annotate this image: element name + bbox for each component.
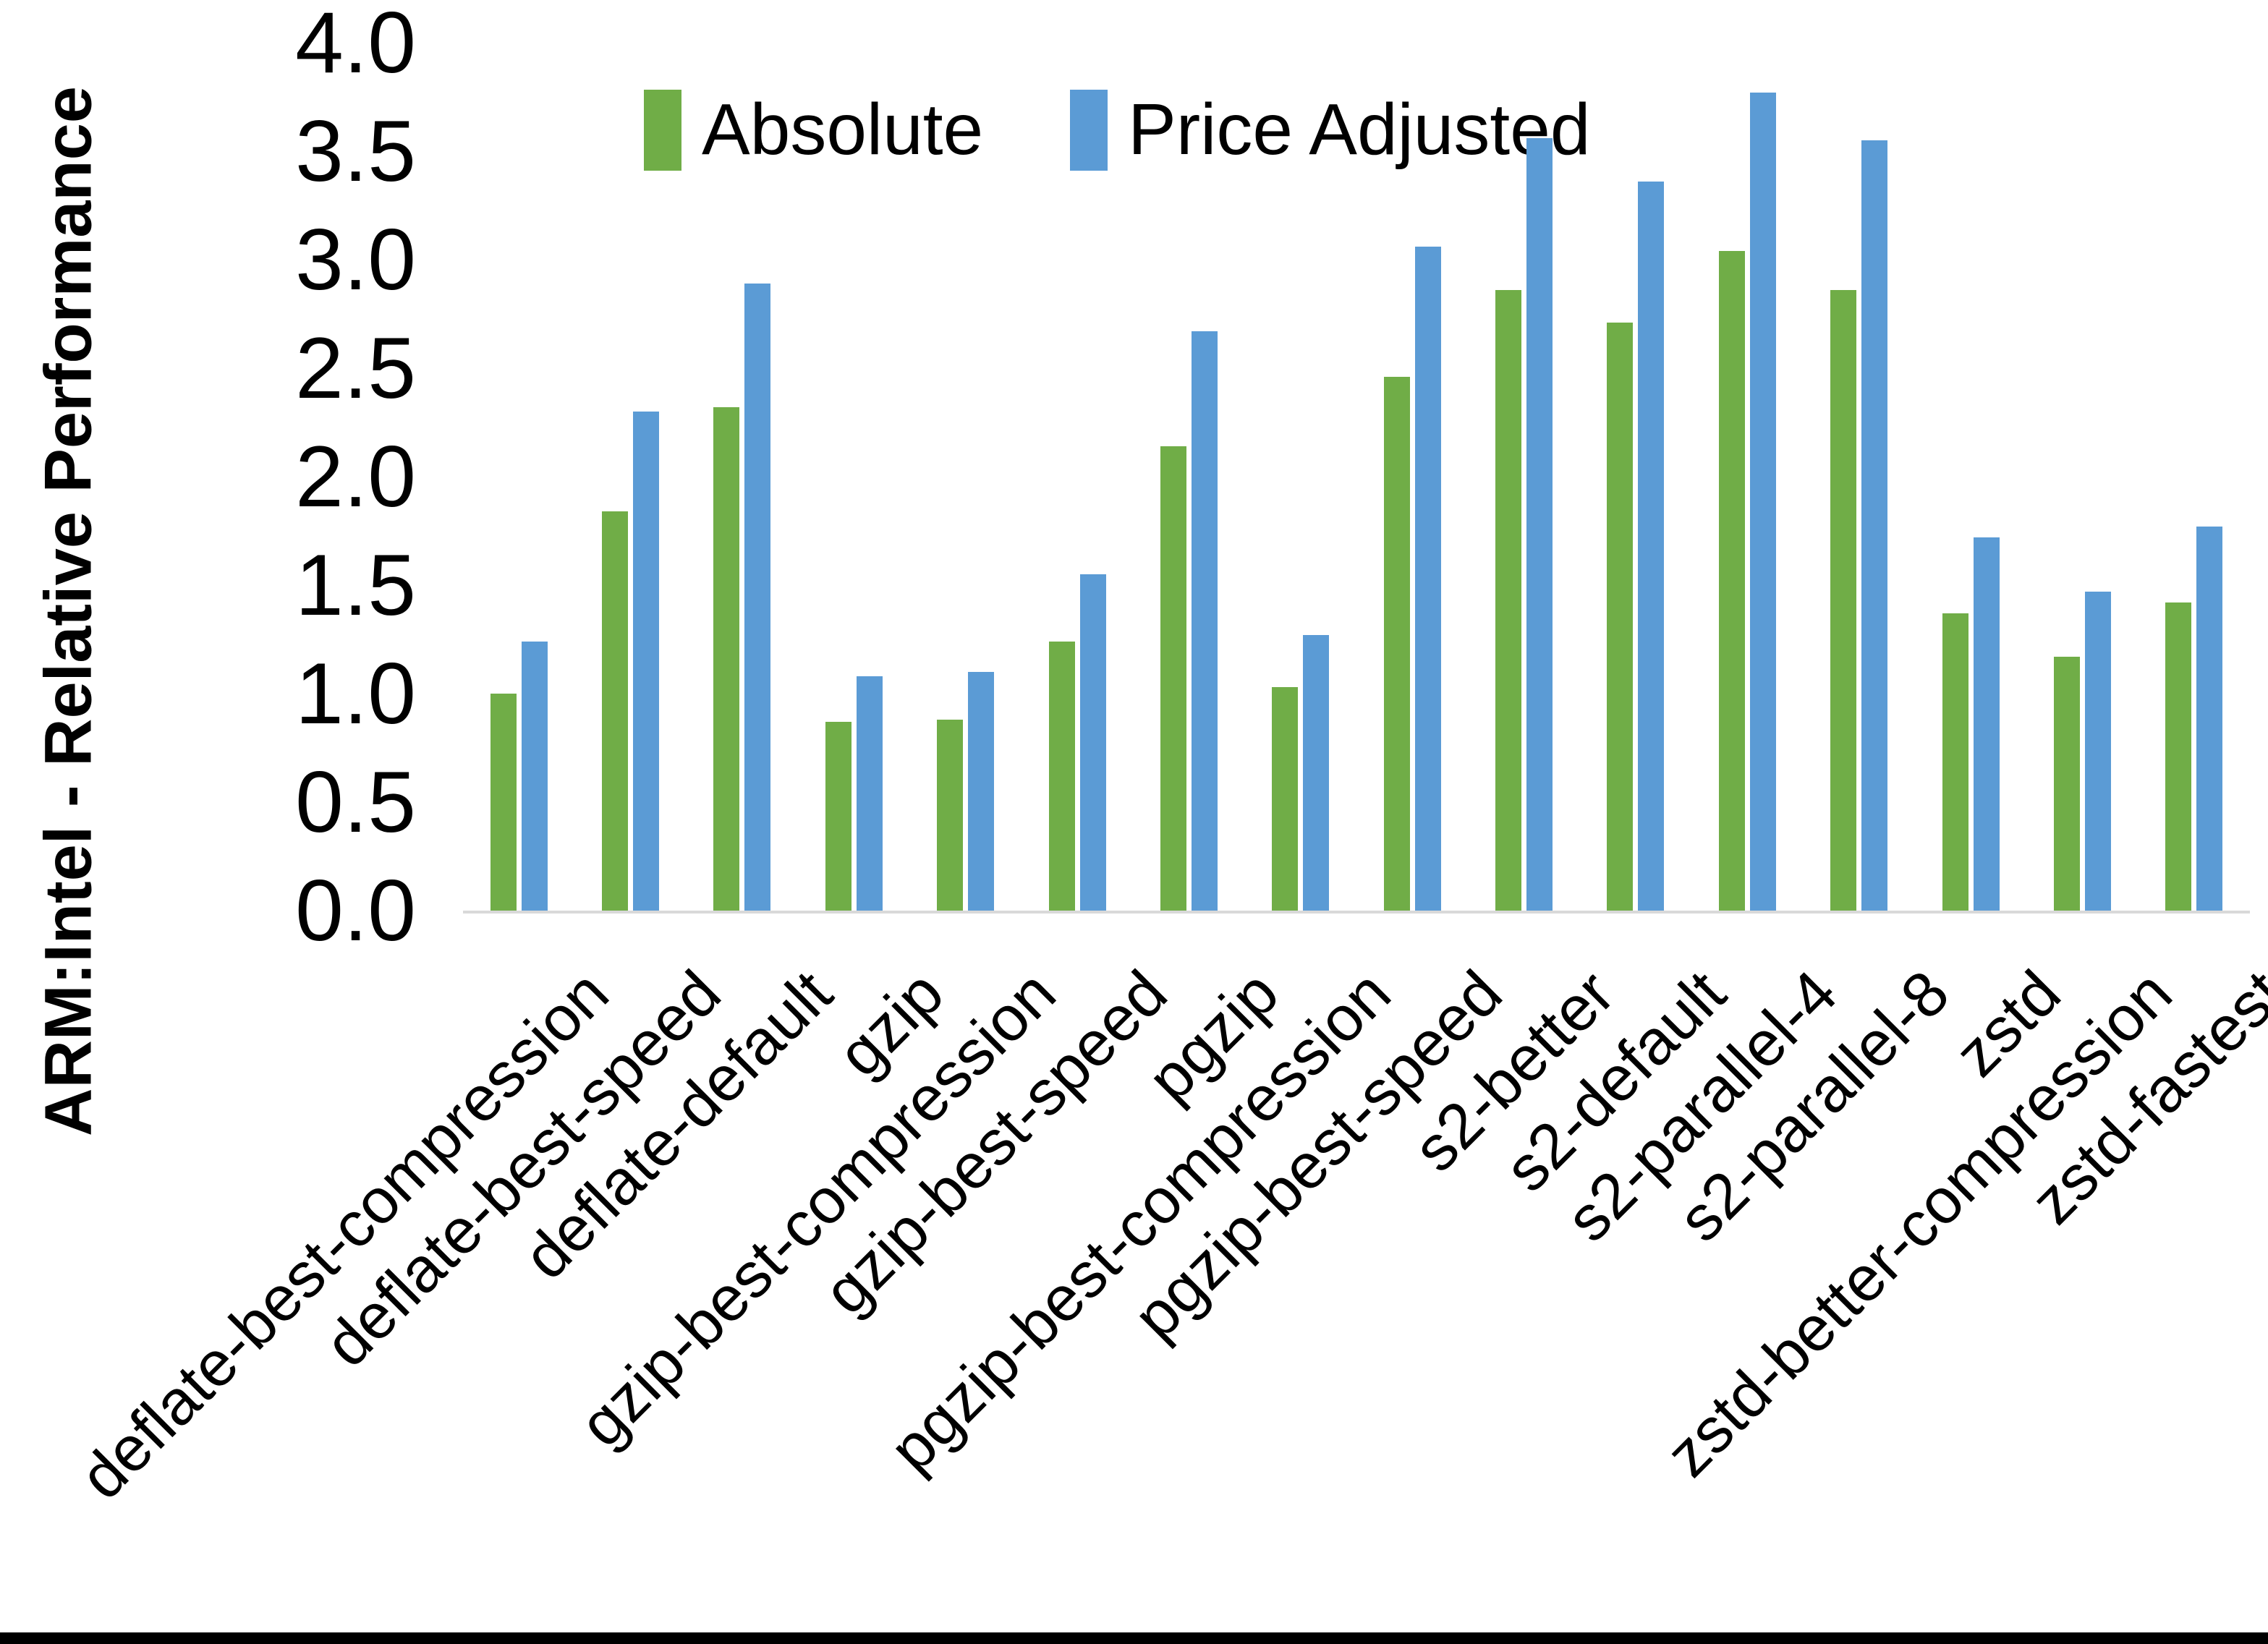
bar-group-deflate-best-compression (463, 43, 574, 911)
bar-absolute-deflate-default (713, 407, 740, 911)
legend-label-absolute: Absolute (702, 89, 984, 170)
bottom-frame-line (0, 1632, 2268, 1644)
bar-price-adjusted-zstd-fastest (2196, 527, 2223, 911)
bar-absolute-zstd-fastest (2165, 602, 2192, 911)
bar-group-gzip-best-speed (1022, 43, 1133, 911)
bar-absolute-zstd-better-compression (2053, 657, 2080, 911)
bar-absolute-gzip-best-speed (1048, 642, 1075, 911)
y-tick-label-2.0: 2.0 (295, 428, 416, 525)
bar-group-s2-default (1580, 43, 1691, 911)
bar-group-zstd-better-compression (2026, 43, 2138, 911)
y-tick-label-0.5: 0.5 (295, 754, 416, 851)
bar-price-adjusted-zstd-better-compression (2084, 592, 2111, 911)
bar-absolute-s2-parallel-4 (1718, 251, 1745, 911)
bar-group-gzip (798, 43, 909, 911)
bar-group-deflate-best-speed (574, 43, 686, 911)
y-axis-title: ARM:Intel - Relative Performance (31, 86, 106, 1136)
bar-absolute-s2-default (1607, 323, 1634, 911)
y-tick-label-1.5: 1.5 (295, 537, 416, 634)
bar-price-adjusted-s2-parallel-8 (1861, 140, 1888, 911)
legend-label-price-adjusted: Price Adjusted (1128, 89, 1591, 170)
legend-item-absolute: Absolute (644, 88, 983, 171)
bar-price-adjusted-zstd (1973, 537, 2000, 911)
bar-absolute-gzip (825, 722, 851, 911)
bar-price-adjusted-s2-default (1638, 182, 1665, 911)
bar-group-gzip-best-compression (910, 43, 1022, 911)
bar-absolute-gzip-best-compression (937, 720, 964, 911)
bar-group-deflate-default (687, 43, 798, 911)
bar-price-adjusted-gzip-best-compression (968, 672, 995, 911)
y-tick-label-3.5: 3.5 (295, 103, 416, 200)
bar-price-adjusted-s2-better (1526, 138, 1553, 911)
bar-absolute-deflate-best-speed (602, 511, 629, 911)
bar-price-adjusted-pgzip (1191, 331, 1218, 911)
bar-group-s2-parallel-4 (1691, 43, 1803, 911)
bar-absolute-zstd (1942, 613, 1968, 911)
bar-absolute-s2-parallel-8 (1830, 290, 1857, 911)
bar-price-adjusted-deflate-best-speed (633, 412, 660, 911)
bar-absolute-deflate-best-compression (490, 694, 517, 911)
bar-price-adjusted-pgzip-best-compression (1303, 635, 1330, 911)
bar-absolute-s2-better (1495, 290, 1522, 911)
legend-swatch-price-adjusted (1070, 89, 1108, 171)
plot-area (463, 43, 2250, 913)
bar-price-adjusted-gzip-best-speed (1079, 574, 1106, 911)
bar-group-s2-better (1468, 43, 1579, 911)
bar-price-adjusted-s2-parallel-4 (1749, 93, 1776, 911)
bar-price-adjusted-deflate-best-compression (521, 642, 548, 911)
bar-group-pgzip-best-speed (1356, 43, 1468, 911)
legend-swatch-absolute (644, 89, 681, 171)
y-tick-label-2.5: 2.5 (295, 320, 416, 417)
bar-absolute-pgzip-best-compression (1272, 687, 1299, 911)
bar-group-zstd-fastest (2139, 43, 2250, 911)
bar-group-pgzip-best-compression (1245, 43, 1356, 911)
bar-group-pgzip (1133, 43, 1244, 911)
bar-absolute-pgzip (1160, 446, 1186, 911)
bar-price-adjusted-pgzip-best-speed (1414, 247, 1441, 911)
legend-item-price-adjusted: Price Adjusted (1070, 88, 1590, 171)
bar-absolute-pgzip-best-speed (1383, 377, 1410, 911)
y-tick-label-0.0: 0.0 (295, 862, 416, 959)
bar-price-adjusted-gzip (856, 676, 883, 911)
y-tick-label-1.0: 1.0 (295, 645, 416, 742)
legend: Absolute Price Adjusted (644, 88, 1590, 171)
bar-group-s2-parallel-8 (1804, 43, 1915, 911)
y-tick-label-4.0: 4.0 (295, 0, 416, 91)
bar-group-zstd (1915, 43, 2026, 911)
bar-price-adjusted-deflate-default (744, 284, 771, 911)
y-tick-label-3.0: 3.0 (295, 211, 416, 308)
